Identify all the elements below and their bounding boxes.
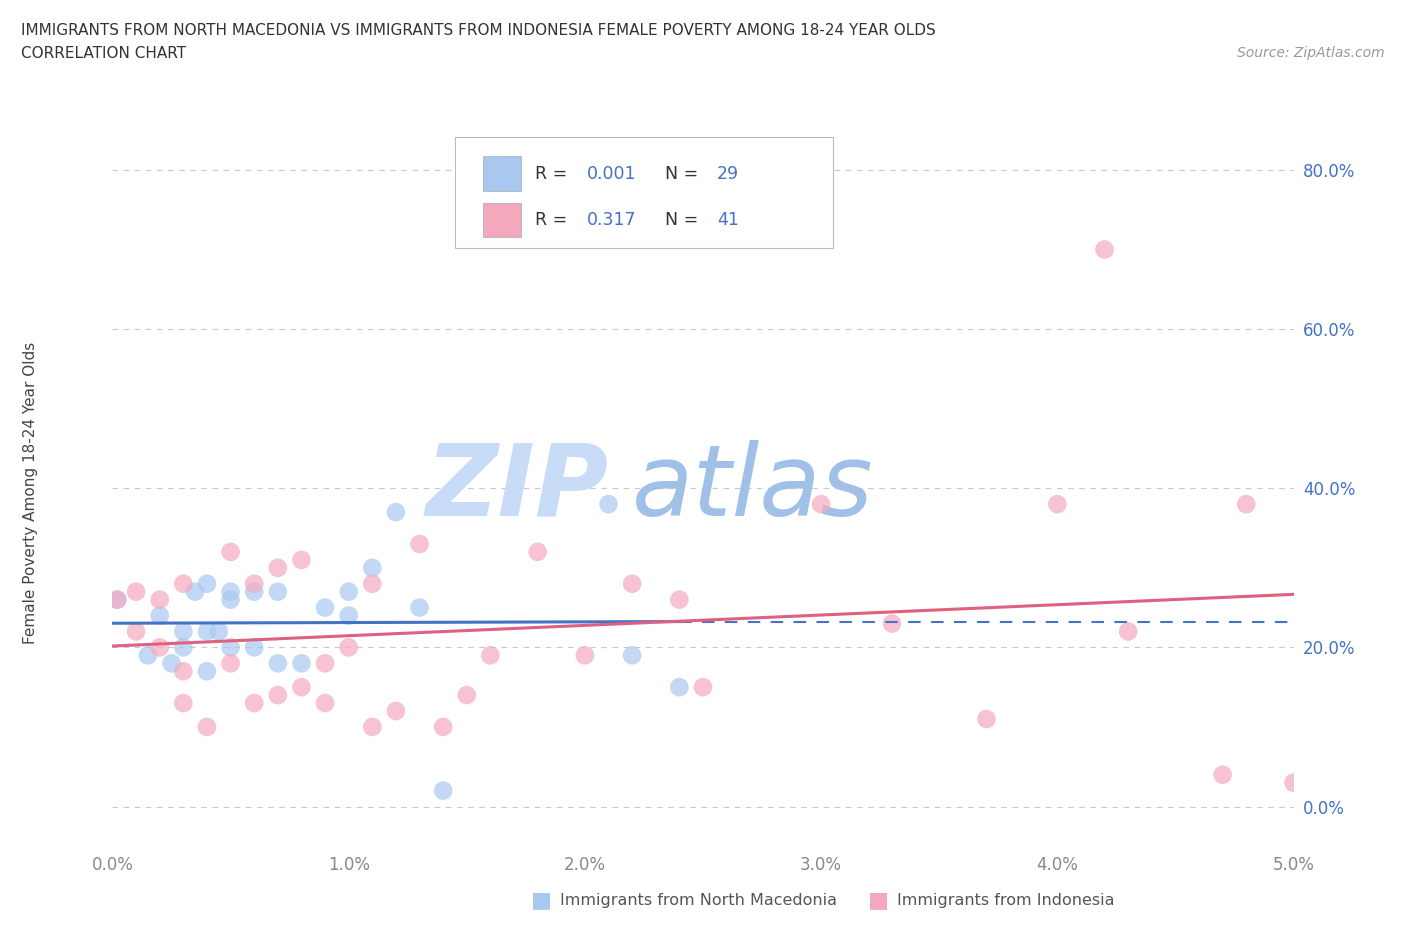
Point [880,616,903,631]
Point [314,696,336,711]
Point [1234,497,1257,512]
Text: IMMIGRANTS FROM NORTH MACEDONIA VS IMMIGRANTS FROM INDONESIA FEMALE POVERTY AMON: IMMIGRANTS FROM NORTH MACEDONIA VS IMMIG… [21,23,936,38]
Point [219,592,242,607]
Bar [484,156,522,191]
Point [337,584,360,599]
FancyBboxPatch shape [456,138,832,248]
Text: ZIP: ZIP [426,440,609,537]
Point [456,687,478,702]
Point [1094,242,1116,257]
Point [184,584,207,599]
Point [408,600,430,615]
Point [172,577,194,591]
Text: CORRELATION CHART: CORRELATION CHART [21,46,186,61]
Text: 41: 41 [717,211,740,229]
Text: 0.001: 0.001 [588,165,637,182]
Point [1116,624,1139,639]
Point [243,640,266,655]
Point [1212,767,1234,782]
Point [125,584,148,599]
Point [290,552,312,567]
Point [290,680,312,695]
Point [361,577,384,591]
Point [195,720,218,735]
Point [195,624,218,639]
Point [361,561,384,576]
Point [408,537,430,551]
Point [290,656,312,671]
Point [337,640,360,655]
Text: 0.317: 0.317 [588,211,637,229]
Point [208,624,231,639]
Point [668,680,690,695]
Point [149,640,172,655]
Point [160,656,183,671]
Point [267,656,290,671]
Point [105,592,128,607]
Point [219,640,242,655]
Point [125,624,148,639]
Point [149,608,172,623]
Text: Immigrants from North Macedonia: Immigrants from North Macedonia [560,893,837,908]
Point [136,648,159,663]
Text: atlas: atlas [633,440,873,537]
Text: R =: R = [536,211,574,229]
Point [526,544,548,559]
Point [195,577,218,591]
Point [337,608,360,623]
Text: ■: ■ [531,890,551,910]
Point [479,648,502,663]
Text: Immigrants from Indonesia: Immigrants from Indonesia [897,893,1115,908]
Point [219,544,242,559]
Text: R =: R = [536,165,574,182]
Point [243,696,266,711]
Point [810,497,832,512]
Text: ■: ■ [869,890,889,910]
Point [432,720,454,735]
Point [195,664,218,679]
Point [692,680,714,695]
Point [243,584,266,599]
Point [219,656,242,671]
Point [598,497,620,512]
Point [361,720,384,735]
Point [621,577,644,591]
Point [668,592,690,607]
Text: Female Poverty Among 18-24 Year Olds: Female Poverty Among 18-24 Year Olds [24,342,38,644]
Text: N =: N = [665,165,704,182]
Point [314,656,336,671]
Point [432,783,454,798]
Point [1282,776,1305,790]
Point [172,696,194,711]
Point [574,648,596,663]
Point [267,687,290,702]
Point [172,624,194,639]
Point [149,592,172,607]
Text: N =: N = [665,211,704,229]
Point [267,584,290,599]
Point [314,600,336,615]
Point [105,592,128,607]
Text: Source: ZipAtlas.com: Source: ZipAtlas.com [1237,46,1385,60]
Point [385,704,408,719]
Point [621,648,644,663]
Point [172,640,194,655]
Point [172,664,194,679]
Text: 29: 29 [717,165,740,182]
Point [267,561,290,576]
Point [243,577,266,591]
Bar [484,203,522,237]
Point [385,505,408,520]
Point [976,711,998,726]
Point [219,584,242,599]
Point [1046,497,1069,512]
